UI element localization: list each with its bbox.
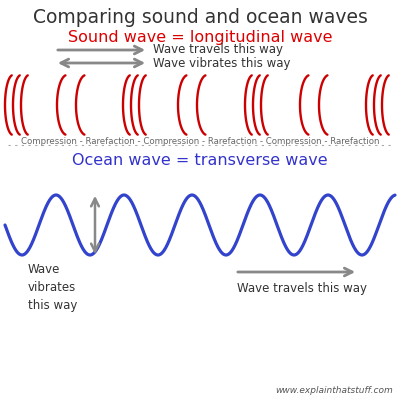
- Text: Comparing sound and ocean waves: Comparing sound and ocean waves: [32, 8, 368, 27]
- Text: Compression - Rarefaction - Compression - Rarefaction - Compression - Rarefactio: Compression - Rarefaction - Compression …: [21, 137, 379, 146]
- Text: Wave travels this way: Wave travels this way: [153, 44, 283, 56]
- Text: Wave
vibrates
this way: Wave vibrates this way: [28, 263, 77, 312]
- Text: Wave vibrates this way: Wave vibrates this way: [153, 56, 290, 70]
- Text: Wave travels this way: Wave travels this way: [237, 282, 367, 295]
- Text: Sound wave = longitudinal wave: Sound wave = longitudinal wave: [68, 30, 332, 45]
- Text: Ocean wave = transverse wave: Ocean wave = transverse wave: [72, 153, 328, 168]
- Text: www.explainthatstuff.com: www.explainthatstuff.com: [275, 386, 393, 395]
